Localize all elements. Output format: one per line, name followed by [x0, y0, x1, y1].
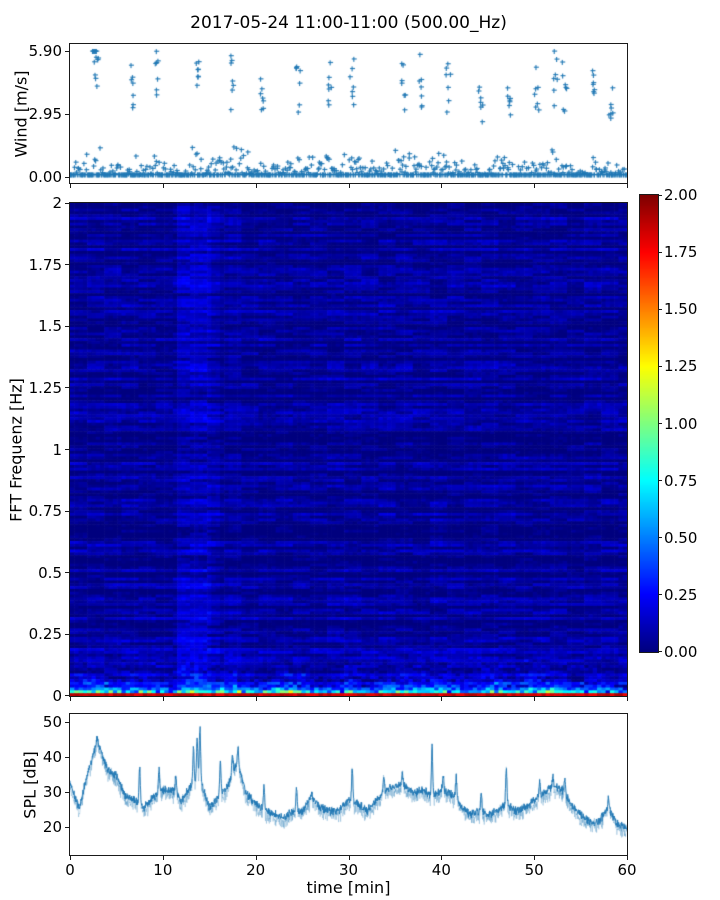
spl-ytick-label: 40 — [42, 748, 62, 766]
spectrogram-ytick-label: 1.25 — [28, 378, 62, 397]
spectrogram-ytick — [65, 325, 70, 327]
spl-xtick — [348, 856, 350, 860]
spectrogram-ytick-label: 0.75 — [28, 502, 62, 521]
colorbar-tick-label: 0.25 — [664, 585, 698, 604]
spl-xtick-label: 0 — [65, 861, 75, 879]
wind-xtick — [348, 184, 350, 188]
colorbar-tick-label: 1.00 — [664, 414, 698, 433]
wind-xtick — [255, 184, 257, 188]
spectrogram-ytick — [65, 387, 70, 389]
colorbar-tick — [658, 194, 662, 196]
spl-ytick — [65, 756, 70, 758]
spl-xtick — [441, 856, 443, 860]
spl-ytick-label: 30 — [42, 783, 62, 801]
colorbar-tick — [658, 423, 662, 424]
spectrogram-xtick — [627, 697, 628, 701]
spectrogram-ytick-label: 0 — [52, 687, 62, 705]
spectrogram-ytick-label: 2 — [52, 194, 62, 212]
wind-xtick — [627, 184, 628, 188]
wind-xtick — [70, 184, 71, 188]
colorbar-tick — [658, 537, 662, 539]
colorbar-tick — [658, 594, 662, 596]
wind-ytick-label: 0.00 — [28, 168, 62, 186]
spectrogram-ytick-label: 0.25 — [28, 625, 62, 644]
colorbar-tick-label: 2.00 — [664, 186, 698, 204]
fft-spectrogram-plot — [70, 203, 627, 696]
colorbar-tick — [658, 308, 662, 310]
wind-ytick — [65, 113, 70, 115]
spl-line-plot — [70, 714, 627, 855]
spl-xtick — [627, 856, 628, 860]
spectrogram-xtick — [441, 697, 443, 701]
spl-xtick — [534, 856, 536, 860]
wind-ytick-label: 2.95 — [28, 105, 62, 123]
colorbar-tick-label: 0.50 — [664, 528, 698, 547]
colorbar-tick-label: 1.50 — [664, 300, 698, 319]
figure-title: 2017-05-24 11:00-11:00 (500.00_Hz) — [190, 13, 507, 33]
colorbar-tick — [658, 251, 662, 253]
colorbar-tick-label: 0.75 — [664, 471, 698, 490]
spectrogram-ytick — [65, 264, 70, 266]
spl-ytick — [65, 826, 70, 828]
colorbar-tick-label: 1.75 — [664, 243, 698, 262]
spl-xtick-label: 40 — [431, 861, 451, 879]
spectrogram-ytick — [65, 510, 70, 512]
wind-ytick — [65, 50, 70, 52]
spl-ytick-label: 20 — [42, 818, 62, 836]
spl-xtick-label: 20 — [246, 861, 266, 879]
spectrogram-ytick — [65, 202, 70, 204]
colorbar — [640, 195, 658, 652]
spectrogram-ytick-label: 1 — [52, 440, 62, 459]
spl-xtick — [255, 856, 257, 860]
spectrogram-ytick-label: 1.5 — [38, 317, 62, 336]
colorbar-tick — [658, 365, 662, 367]
spectrogram-ytick — [65, 694, 70, 696]
wind-scatter-plot — [70, 44, 627, 183]
spl-xtick-label: 30 — [338, 861, 359, 879]
spectrogram-ytick — [65, 449, 70, 450]
spl-xtick — [162, 856, 164, 860]
spectrogram-xtick — [534, 697, 536, 701]
colorbar-tick-label: 0.00 — [664, 643, 698, 661]
colorbar-tick-label: 1.25 — [664, 357, 698, 376]
wind-ytick — [65, 176, 70, 178]
colorbar-tick — [658, 480, 662, 482]
spectrogram-xtick — [70, 697, 71, 701]
spl-xtick-label: 60 — [617, 861, 637, 879]
wind-xtick — [162, 184, 164, 188]
spectrogram-ytick-label: 0.5 — [38, 563, 62, 582]
wind-xtick — [534, 184, 536, 188]
spl-ytick-label: 50 — [42, 713, 62, 731]
time-xlabel: time [min] — [306, 878, 391, 897]
spectrogram-xtick — [255, 697, 257, 701]
wind-xtick — [441, 184, 443, 188]
spectrogram-ytick-label: 1.75 — [28, 255, 62, 274]
wind-ytick-label: 5.90 — [28, 42, 62, 60]
spectrogram-xtick — [348, 697, 350, 701]
spectrogram-ytick — [65, 633, 70, 635]
spectrogram-xtick — [162, 697, 164, 701]
colorbar-tick — [658, 650, 662, 652]
spectrogram-ytick — [65, 572, 70, 574]
spl-xtick-label: 50 — [524, 861, 544, 879]
spl-ytick — [65, 791, 70, 793]
spl-xtick — [70, 856, 71, 860]
spl-ytick — [65, 721, 70, 723]
spl-xtick-label: 10 — [153, 861, 173, 879]
